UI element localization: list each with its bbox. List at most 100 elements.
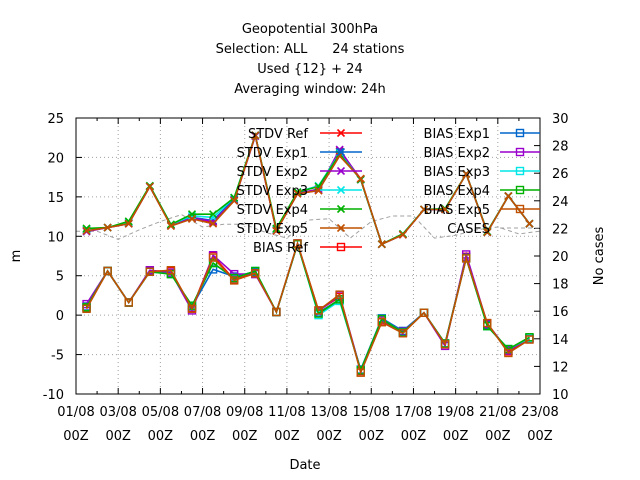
series-cases [76,214,541,240]
y-tick-label: 0 [56,309,64,324]
data-point-stdv-exp3 [209,213,218,222]
data-point-stdv-exp5 [124,219,133,228]
legend-marker [515,185,525,195]
data-point-bias-exp5 [314,306,323,315]
x-tick-label: 00Z [105,429,131,444]
data-point-stdv-exp5 [377,240,386,249]
series-line-bias-exp1 [85,241,530,372]
marker-stroke [483,228,492,237]
data-point-bias-exp5 [166,265,176,275]
x-tick-label: 00Z [148,429,174,444]
marker-stroke [356,174,365,183]
marker-stroke [293,189,302,198]
marker-stroke [504,192,513,201]
data-point-stdv-exp4 [293,188,302,197]
marker-stroke [82,226,91,235]
data-point-stdv-exp5 [293,189,302,198]
x-tick-label: 00Z [316,429,342,444]
x-tick-label: 23/08 [521,405,558,420]
legend-entry: BIAS Exp4 [424,184,540,199]
x-tick-label: 00Z [232,429,258,444]
legend-label: STDV Exp3 [237,184,308,199]
data-point-stdv-exp5 [483,228,492,237]
marker-stroke [124,219,133,228]
legend: STDV Ref STDV Exp1 STDV Exp2 STDV Exp3 STDV … [237,127,540,256]
data-point-stdv-exp5 [272,226,281,235]
y-tick-label: 25 [47,112,64,127]
data-point-stdv-exp5 [145,182,154,191]
data-point-stdv-exp5 [504,192,513,201]
series-layer [82,131,534,377]
data-point-stdv-exp5 [166,221,175,231]
x-tick-label: 00Z [274,429,300,444]
legend-entry: STDV Exp4 [237,203,362,218]
marker-stroke [230,196,239,205]
data-point-bias-exp5 [504,348,513,358]
y2-tick-label: 14 [552,333,569,348]
y-axis-label: m [9,250,24,263]
x-tick-label: 09/08 [226,405,263,420]
marker-stroke [293,188,302,197]
legend-label: STDV Exp2 [237,165,308,180]
data-point-bias-exp5 [335,290,344,299]
legend-marker [336,242,346,252]
y-tick-label: 20 [47,151,64,166]
data-point-stdv-exp5 [209,219,218,228]
data-point-stdv-exp5 [525,219,534,228]
marker-stroke [145,182,154,191]
cases-layer [76,214,541,240]
marker-stroke [187,214,197,224]
y-tick-label: -10 [43,388,64,403]
x-tick-label: 07/08 [184,405,221,420]
data-point-bias-exp5 [525,335,534,344]
y2-tick-label: 12 [552,360,569,375]
marker-stroke [525,219,534,228]
legend-marker [336,147,346,157]
x-tick-label: 00Z [485,429,511,444]
legend-entry: BIAS Exp2 [424,146,540,161]
legend-entry: STDV Exp1 [237,146,362,161]
marker-stroke [441,205,450,214]
legend-entry: BIAS Exp5 [424,203,540,218]
marker-stroke [272,226,281,235]
x-tick-label: 00Z [401,429,427,444]
marker-stroke [209,213,218,222]
x-tick-label: 11/08 [268,405,305,420]
legend-label: BIAS Exp5 [424,203,490,218]
x-tick-label: 05/08 [142,405,179,420]
marker-stroke [336,128,346,138]
marker-stroke [103,223,112,232]
series-line-stdv-exp5 [86,132,531,246]
x-tick-label: 00Z [63,429,89,444]
x-tick-label: 15/08 [353,405,390,420]
data-point-stdv-exp5 [103,223,112,232]
x-tick-label: 19/08 [437,405,474,420]
series-line-bias-ref [85,241,530,374]
legend-marker [515,128,525,138]
legend-label: BIAS Ref [253,241,308,256]
title-line-1: Geopotential 300hPa [242,22,378,37]
legend-entry: STDV Exp3 [237,184,362,199]
series-line-bias-exp4 [85,241,530,373]
y-tick-label: 5 [56,270,64,285]
data-point-bias-exp5 [440,340,450,349]
data-point-bias-exp5 [145,267,155,276]
x-tick-label: 00Z [359,429,385,444]
x-tick-label: 13/08 [310,405,347,420]
data-point-bias-exp5 [419,308,429,317]
data-point-bias-exp5 [461,254,471,263]
marker-stroke [398,230,407,239]
data-point-stdv-exp5 [187,214,197,224]
legend-label: CASES [447,222,490,237]
series-bias-exp5 [82,239,534,377]
data-point-stdv-exp4 [209,210,218,219]
marker-stroke [462,169,471,179]
legend-entry: STDV Ref [248,127,362,142]
legend-marker [336,223,346,233]
y2-tick-label: 22 [552,222,569,237]
marker-stroke [377,240,386,249]
y2-tick-label: 20 [552,250,569,265]
data-point-bias-exp5 [124,298,133,307]
legend-marker [336,204,346,214]
x-tick-label: 03/08 [99,405,136,420]
